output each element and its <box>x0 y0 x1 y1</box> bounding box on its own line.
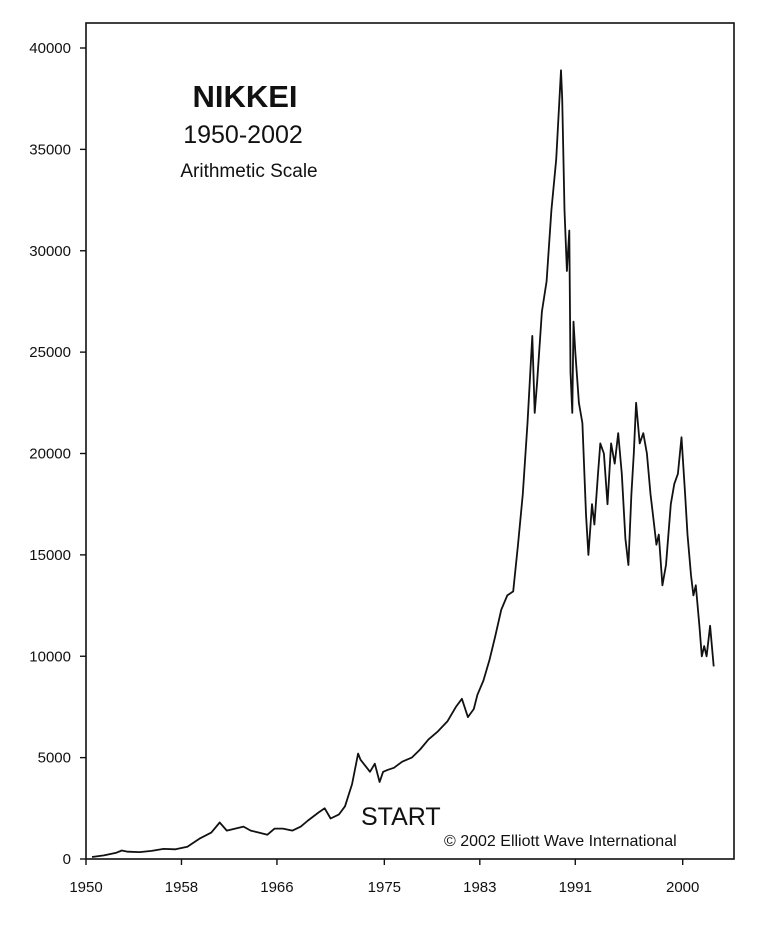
scale-note: Arithmetic Scale <box>180 161 317 182</box>
y-axis: 0 5000 10000 15000 20000 25000 30000 35000 40000 <box>29 40 86 868</box>
chart-subtitle: 1950-2002 <box>183 121 303 149</box>
x-tick-label: 1950 <box>69 879 102 896</box>
x-axis: 1950 1958 1966 1975 1983 1991 2000 <box>69 859 699 896</box>
x-tick-label: 1991 <box>559 879 592 896</box>
y-tick-label: 5000 <box>38 750 71 767</box>
y-tick-label: 10000 <box>29 648 71 665</box>
x-tick-label: 1983 <box>463 879 496 896</box>
series-layer <box>91 69 715 858</box>
x-tick-label: 2000 <box>666 879 699 896</box>
copyright-notice: © 2002 Elliott Wave International <box>444 833 677 850</box>
chart-title: NIKKEI <box>192 79 297 114</box>
x-tick-label: 1958 <box>165 879 198 896</box>
y-tick-label: 0 <box>63 851 71 868</box>
plot-frame <box>85 22 735 860</box>
start-annotation: START <box>361 803 441 831</box>
x-tick-label: 1975 <box>368 879 401 896</box>
y-tick-label: 40000 <box>29 40 71 57</box>
nikkei-index-line <box>91 69 715 858</box>
y-tick-label: 35000 <box>29 141 71 158</box>
y-tick-label: 20000 <box>29 446 71 463</box>
x-tick-label: 1966 <box>260 879 293 896</box>
y-tick-label: 25000 <box>29 344 71 361</box>
y-tick-label: 30000 <box>29 243 71 260</box>
y-tick-label: 15000 <box>29 547 71 564</box>
